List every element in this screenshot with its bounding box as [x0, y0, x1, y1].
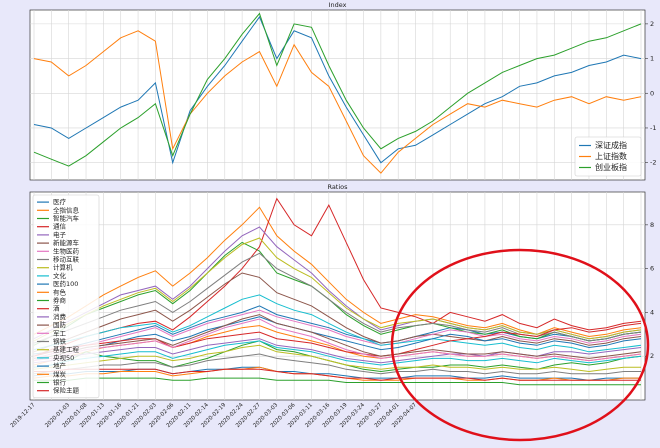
series-line [33, 294, 642, 353]
series-line [33, 237, 642, 342]
series-line [33, 309, 642, 359]
series-line [34, 368, 641, 381]
legend-label: 移动互联 [53, 255, 80, 264]
y-tick-label: 2 [650, 352, 654, 360]
legend-label: 央视50 [53, 353, 74, 362]
legend-label: 全指信息 [53, 205, 80, 214]
legend-label: 医疗 [53, 197, 67, 206]
series-line [34, 377, 641, 386]
legend-label: 智能汽车 [53, 214, 80, 223]
legend-label: 通信 [53, 222, 67, 231]
series-line [33, 322, 642, 357]
legend-label: 国防 [53, 320, 67, 329]
legend-label: 基建工程 [53, 345, 80, 354]
legend-label: 消费 [53, 312, 67, 321]
y-tick-label: 4 [650, 308, 654, 316]
legend-label: 新能源车 [53, 238, 80, 247]
legend-box [32, 194, 100, 399]
legend-label: 生物医药 [53, 246, 80, 255]
plot-area [29, 191, 646, 401]
plot-area [29, 9, 646, 181]
series-line [33, 353, 641, 375]
series-line [33, 12, 642, 167]
legend-label: 电子 [53, 230, 67, 239]
series-line [33, 318, 642, 362]
y-tick-label: 0 [650, 89, 654, 97]
legend-label: 券商 [53, 296, 67, 305]
y-tick-label: 6 [650, 265, 654, 273]
legend-box [574, 136, 642, 177]
y-tick-label: 1 [650, 55, 654, 63]
series-line [33, 30, 642, 174]
series-line [33, 272, 642, 353]
series-line [33, 15, 642, 165]
legend-label: 上证指数 [595, 151, 627, 161]
legend-label: 计算机 [53, 263, 73, 272]
legend-label: 深证成指 [595, 140, 627, 150]
chart-title: Index [329, 1, 347, 9]
legend-label: 创业板指 [595, 162, 627, 172]
series-line [33, 241, 642, 346]
legend-label: 保险主题 [53, 386, 80, 395]
legend-label: 军工 [53, 329, 67, 337]
annotation-ellipse [390, 248, 650, 442]
y-tick-label: -1 [650, 124, 656, 132]
legend-label: 有色 [53, 287, 67, 296]
series-line [33, 197, 642, 357]
series-line [33, 340, 642, 368]
y-tick-label: 2 [650, 20, 654, 28]
plots: Index-2-1012深证成指上证指数创业板指Ratios2019-12-17… [10, 1, 657, 429]
legend-label: 煤炭 [53, 369, 67, 378]
legend-label: 酒 [53, 305, 60, 313]
legend-label: 文化 [53, 271, 67, 280]
legend-label: 地产 [53, 361, 67, 370]
series-line [33, 316, 642, 362]
series-line [33, 314, 642, 359]
chart-title: Ratios [327, 183, 348, 191]
legend-label: 银行 [53, 378, 67, 387]
legend-label: 医药100 [53, 279, 78, 288]
y-tick-label: 8 [650, 221, 654, 229]
series-line [33, 344, 641, 373]
legend-label: 钢铁 [53, 337, 67, 346]
y-tick-label: -2 [650, 159, 656, 167]
